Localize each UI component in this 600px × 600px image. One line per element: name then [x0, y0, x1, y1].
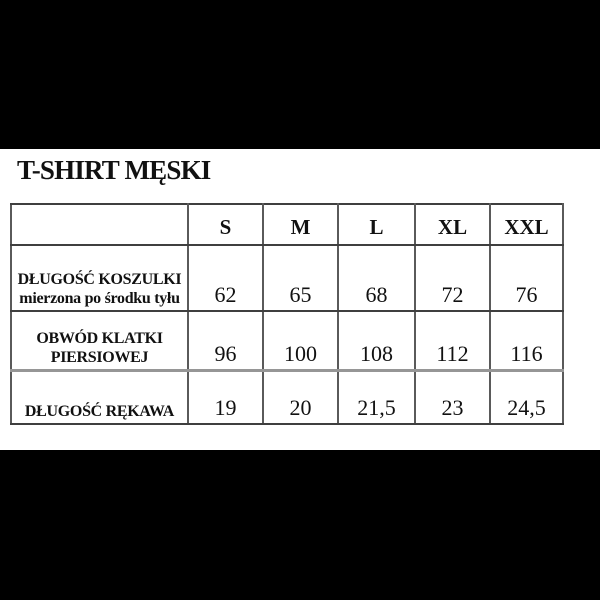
- table-header-row: S M L XL XXL: [10, 203, 564, 246]
- value-shirt-length-m: 65: [262, 244, 339, 312]
- value-chest-m: 100: [262, 310, 339, 372]
- value-chest-xl: 112: [414, 310, 491, 372]
- value-shirt-length-xxl: 76: [489, 244, 564, 312]
- value-sleeve-m: 20: [262, 369, 339, 425]
- row-label-sleeve: DŁUGOŚĆ RĘKAWA: [10, 369, 189, 425]
- value-chest-l: 108: [337, 310, 416, 372]
- table-row-chest: OBWÓD KLATKI PIERSIOWEJ 96 100 108 112 1…: [10, 310, 564, 372]
- value-sleeve-l: 21,5: [337, 369, 416, 425]
- table-row-sleeve: DŁUGOŚĆ RĘKAWA 19 20 21,5 23 24,5: [10, 369, 564, 425]
- corner-cell: [10, 203, 189, 246]
- value-sleeve-s: 19: [187, 369, 264, 425]
- content-area: T-SHIRT MĘSKI S M L XL XXL DŁUGOŚĆ: [0, 149, 600, 450]
- row-label-shirt-length: DŁUGOŚĆ KOSZULKI mierzona po środku tyłu: [10, 244, 189, 312]
- row-label-line-2: PIERSIOWEJ: [50, 349, 149, 366]
- size-column-header-xl: XL: [414, 203, 491, 246]
- page-title: T-SHIRT MĘSKI: [17, 155, 211, 185]
- size-column-header-s: S: [187, 203, 264, 246]
- row-label-line-1: OBWÓD KLATKI: [36, 330, 163, 347]
- size-column-header-l: L: [337, 203, 416, 246]
- row-label-line-2: mierzona po środku tyłu: [19, 290, 180, 307]
- size-column-header-m: M: [262, 203, 339, 246]
- value-sleeve-xl: 23: [414, 369, 491, 425]
- row-label-line-1: DŁUGOŚĆ RĘKAWA: [24, 403, 175, 420]
- row-label-chest: OBWÓD KLATKI PIERSIOWEJ: [10, 310, 189, 372]
- row-label-line-1: DŁUGOŚĆ KOSZULKI: [17, 271, 182, 288]
- value-shirt-length-s: 62: [187, 244, 264, 312]
- bottom-letterbox-bar: [0, 450, 600, 600]
- size-chart-table: S M L XL XXL DŁUGOŚĆ KOSZULKI mierzona p…: [10, 203, 564, 425]
- top-letterbox-bar: [0, 0, 600, 149]
- table-row-shirt-length: DŁUGOŚĆ KOSZULKI mierzona po środku tyłu…: [10, 244, 564, 312]
- size-column-header-xxl: XXL: [489, 203, 564, 246]
- value-chest-s: 96: [187, 310, 264, 372]
- value-shirt-length-l: 68: [337, 244, 416, 312]
- value-sleeve-xxl: 24,5: [489, 369, 564, 425]
- value-chest-xxl: 116: [489, 310, 564, 372]
- value-shirt-length-xl: 72: [414, 244, 491, 312]
